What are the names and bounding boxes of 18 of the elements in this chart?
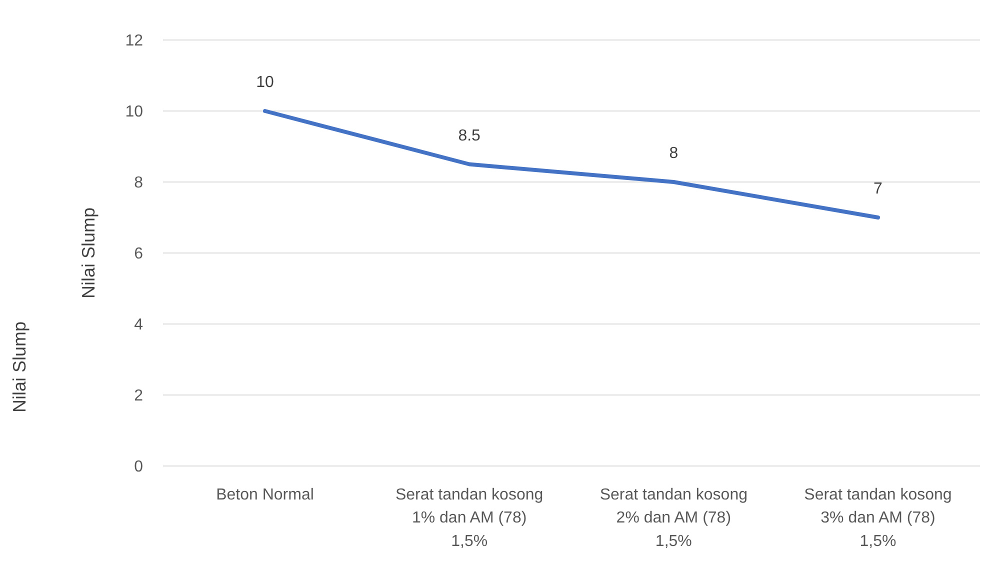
y-tick-label: 6	[134, 246, 144, 263]
x-tick-label: Serat tandan kosong 1% dan AM (78) 1,5%	[395, 486, 544, 550]
y-tick-label: 10	[125, 104, 144, 121]
y-axis-title: Nilai Slump	[78, 207, 98, 299]
line-series	[263, 109, 880, 220]
x-tick-label: Serat tandan kosong 3% dan AM (78) 1,5%	[804, 486, 952, 550]
data-label: 7	[874, 180, 883, 198]
data-label: 8	[669, 145, 678, 162]
text: Nilai Slump	[10, 321, 30, 413]
y-tick-label: 2	[134, 388, 144, 405]
y-tick-label: 12	[125, 32, 144, 50]
x-tick-label: Beton Normal	[216, 486, 314, 504]
x-tick-label: Serat tandan kosong 2% dan AM (78) 1,5%	[600, 486, 748, 550]
y-tick-label: 0	[134, 458, 144, 476]
y-tick-label: 8	[134, 174, 144, 192]
data-label: 10	[256, 74, 274, 91]
data-label: 8.5	[458, 127, 481, 144]
y-tick-label: 4	[134, 316, 144, 334]
